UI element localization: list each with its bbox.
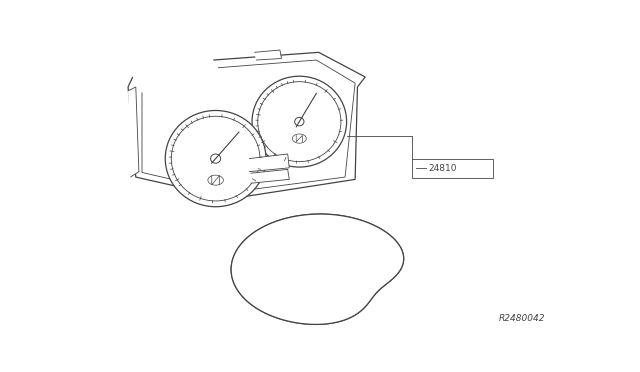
Ellipse shape xyxy=(211,154,221,163)
Polygon shape xyxy=(231,214,404,324)
Polygon shape xyxy=(128,52,365,199)
Polygon shape xyxy=(250,169,289,183)
Bar xyxy=(412,158,493,178)
Ellipse shape xyxy=(258,82,341,161)
Text: 24810: 24810 xyxy=(428,164,456,173)
Text: R2480042: R2480042 xyxy=(499,314,545,323)
Ellipse shape xyxy=(292,134,307,143)
Polygon shape xyxy=(249,154,289,172)
Polygon shape xyxy=(142,60,355,192)
Ellipse shape xyxy=(294,118,304,126)
Ellipse shape xyxy=(208,175,223,185)
Ellipse shape xyxy=(252,76,347,167)
Polygon shape xyxy=(128,87,139,177)
Ellipse shape xyxy=(165,110,266,207)
Polygon shape xyxy=(254,50,282,60)
Ellipse shape xyxy=(172,116,260,201)
